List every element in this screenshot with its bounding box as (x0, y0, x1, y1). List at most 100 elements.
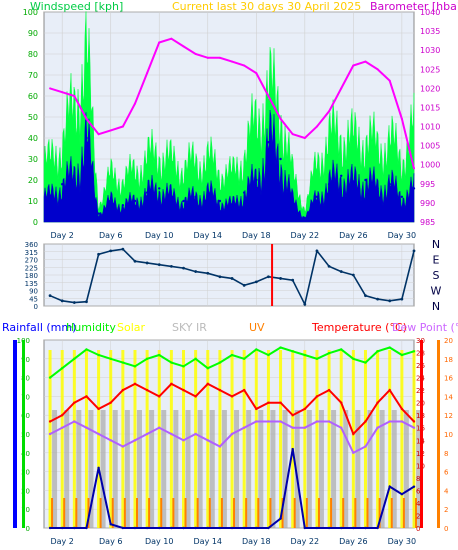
wind-average-point (291, 199, 294, 203)
compass-label: N (432, 300, 440, 313)
barometer-point (243, 64, 246, 67)
temperature-line-point (291, 414, 294, 417)
barometer-point (133, 102, 136, 105)
uv-bar (123, 498, 126, 528)
temp-tick-label: 6 (416, 487, 421, 495)
uv-bar (184, 498, 187, 528)
wind-x-tick-label: Day 6 (99, 231, 122, 240)
temp-x-tick-label: Day 22 (291, 537, 320, 546)
direction-tick-label: 45 (29, 295, 38, 303)
temp-x-tick-label: Day 30 (388, 537, 417, 546)
sky-ir-bar (234, 410, 240, 528)
sky-ir-bar (76, 410, 82, 528)
dew-point-line-point (279, 420, 282, 423)
uv-bar (160, 498, 163, 528)
rainfall-point (158, 526, 161, 530)
wind-direction-point (121, 247, 125, 251)
wind-average-point (303, 216, 307, 219)
humidity-line-point (60, 367, 64, 370)
dew-point-line-point (218, 445, 222, 448)
uv-bar (111, 498, 114, 528)
solar-bar (339, 350, 343, 528)
humidity-tick-label: 10 (21, 506, 30, 514)
barometer-point (182, 45, 185, 48)
solar-bar (254, 350, 258, 528)
uv-tick-label: 4 (444, 487, 449, 495)
temperature-line-point (230, 395, 234, 398)
humidity-line-point (206, 367, 209, 370)
temperature-line-point (364, 420, 367, 423)
temp-x-axis: Day 2 Day 6 Day 10 Day 14 Day 18 Day 22 Day 26… (50, 537, 416, 546)
sky-ir-bar (294, 410, 300, 528)
dew-point-line-point (255, 420, 258, 423)
temperature-line-point (267, 401, 270, 404)
wind-tick-label: 50 (28, 113, 38, 122)
wind-direction-point (72, 301, 76, 304)
dew-point-line-point (121, 445, 125, 448)
baro-tick-label: 1030 (420, 46, 440, 55)
chart-title: Current last 30 days 30 April 2025 (172, 0, 361, 13)
humidity-line-point (376, 350, 379, 353)
barometer-point (400, 117, 403, 120)
dew-point-line-point (230, 432, 234, 436)
dew-point-line-point (303, 426, 307, 429)
solar-bar (412, 350, 416, 528)
wind-average-point (315, 195, 319, 198)
humidity-line-point (364, 361, 367, 364)
wind-average-point (60, 183, 64, 186)
humidity-line-point (388, 346, 391, 349)
temperature-line-point (158, 395, 161, 398)
dew-point-line-point (109, 439, 112, 442)
solar-bar (109, 350, 113, 528)
sky-ir-bar (318, 410, 324, 528)
uv-tick-label: 18 (444, 356, 453, 364)
wind-x-tick-label: Day 10 (145, 231, 174, 240)
rainfall-point (194, 526, 197, 530)
dew-point-line-point (376, 426, 379, 429)
sky-ir-bar (100, 410, 106, 528)
wind-direction-point (85, 300, 88, 304)
wind-average-point (352, 183, 355, 186)
temp-humidity-series (48, 346, 421, 530)
temperature-line-point (145, 388, 149, 392)
barometer-point (388, 79, 391, 82)
wind-average-point (97, 212, 100, 215)
uv-bar (87, 498, 90, 528)
uv-bar (354, 498, 357, 528)
humidity-line-point (412, 350, 416, 353)
baro-tick-label: 995 (420, 180, 435, 189)
baro-tick-label: 1010 (420, 123, 440, 132)
wind-direction-point (230, 277, 234, 280)
barometer-point (158, 41, 161, 44)
temperature-line-point (242, 388, 246, 392)
wind-average-point (194, 195, 197, 198)
temp-x-tick-label: Day 26 (339, 537, 368, 546)
sky-ir-bar (306, 410, 312, 528)
baro-tick-label: 985 (420, 218, 435, 227)
uv-bar (75, 498, 78, 528)
wind-direction-point (218, 275, 222, 279)
sky-ir-bar (161, 410, 167, 528)
barometer-point (231, 60, 234, 63)
temperature-line-point (388, 388, 391, 392)
compass-label: S (433, 269, 440, 282)
rainfall-point (182, 526, 185, 530)
solar-bar (230, 350, 234, 528)
direction-tick-label: 315 (25, 249, 38, 257)
solar-bar (218, 350, 222, 528)
dew-point-line-point (85, 426, 88, 429)
temp-x-tick-label: Day 18 (242, 537, 271, 546)
barometer-point (85, 117, 88, 120)
wind-direction-point (351, 273, 355, 277)
dew-point-line-point (48, 432, 52, 436)
solar-bar (400, 350, 404, 528)
sky-ir-bar (391, 410, 397, 528)
wind-direction-point (279, 277, 282, 280)
baro-tick-label: 1040 (420, 8, 440, 17)
humidity-line-point (48, 376, 52, 379)
solar-bar (315, 350, 319, 528)
temperature-line-point (121, 388, 125, 392)
dew-point-line-point (133, 439, 137, 442)
rainfall-point (109, 523, 112, 526)
